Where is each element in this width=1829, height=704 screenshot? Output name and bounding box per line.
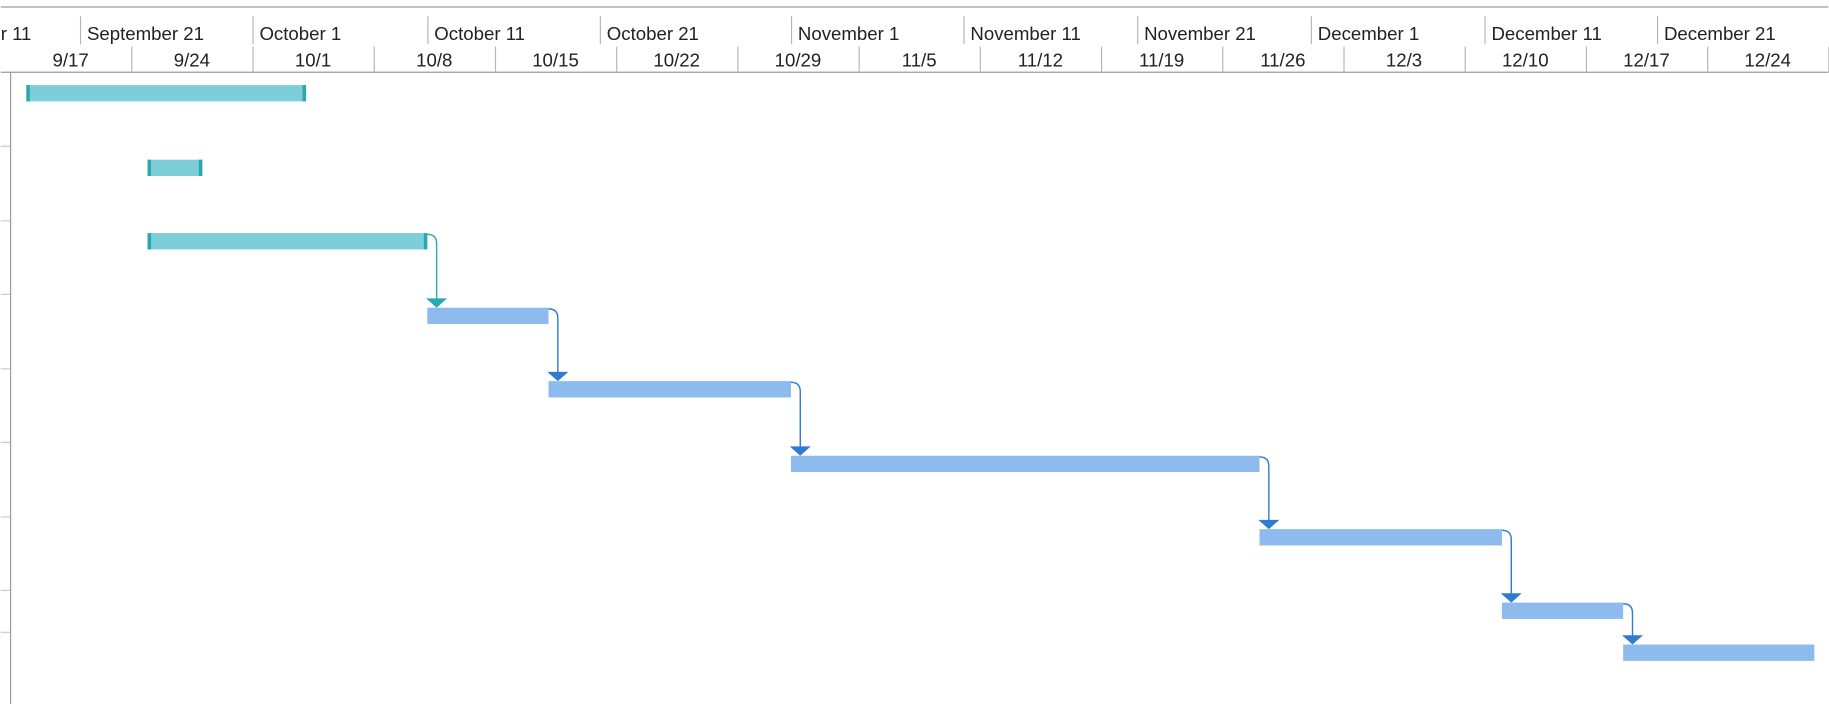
top-tier-label: December 21 (1664, 23, 1776, 44)
top-tier-label: October 21 (607, 23, 699, 44)
top-tier-label: November 11 (970, 23, 1080, 44)
bottom-tier-label: 12/3 (1386, 50, 1422, 71)
bottom-tier-label: 11/5 (902, 50, 937, 71)
bottom-tier-label: 10/29 (775, 50, 822, 71)
bottom-tier-label: 11/19 (1139, 50, 1184, 71)
timescale: r 11 September 21 October 1 October 11 Octob… (0, 6, 1829, 704)
bottom-tier-label: 10/15 (532, 50, 579, 71)
dependency-line (1623, 603, 1634, 638)
task-bar (147, 159, 203, 176)
top-tier-label: September 21 (87, 23, 204, 44)
bar-cap (423, 233, 428, 250)
task-bars (26, 85, 1815, 661)
bottom-tier-label: 12/10 (1502, 50, 1549, 71)
task-bar (548, 381, 791, 398)
top-tier-label: November 1 (798, 23, 899, 44)
bottom-tier-label: 11/12 (1018, 50, 1063, 71)
dependency-arrow (789, 446, 811, 456)
dependency-arrow (1258, 519, 1280, 530)
bar-cap (147, 159, 152, 176)
bar-cap (147, 233, 152, 250)
bar-cap (26, 85, 30, 102)
bottom-tier-label: 12/24 (1744, 50, 1791, 71)
task-bar (26, 85, 307, 102)
row-ticks (0, 145, 11, 633)
bar-cap (198, 159, 203, 176)
task-bar (427, 307, 549, 325)
task-bar (1623, 644, 1815, 661)
bottom-tier-label: 10/8 (416, 50, 452, 71)
top-tier-label: October 11 (434, 23, 525, 44)
dependency-line (790, 381, 801, 449)
bottom-tier-label: 9/24 (174, 50, 210, 71)
dependency-line (1259, 456, 1270, 523)
bottom-tier-label: 11/26 (1260, 50, 1305, 71)
dependency-line (1501, 529, 1512, 596)
bottom-tier-label: 10/22 (653, 50, 700, 71)
top-tier-label: December 11 (1491, 23, 1601, 44)
dependency-line (548, 308, 559, 375)
top-tier-label: December 1 (1318, 23, 1419, 44)
bottom-tier-label: 12/17 (1623, 50, 1670, 71)
top-tier-label: November 21 (1144, 23, 1256, 44)
top-tier-label: r 11 (1, 23, 32, 44)
dependency-arrow (1500, 593, 1522, 603)
bottom-tier-label: 10/1 (295, 50, 331, 71)
task-bar (1259, 529, 1502, 546)
dependency-arrow (547, 371, 569, 382)
task-bar (147, 233, 428, 250)
dependency-arrow (1621, 635, 1643, 645)
dependency-arrow (426, 298, 448, 308)
bottom-tier-label: 9/17 (53, 50, 89, 71)
bar-cap (302, 85, 307, 102)
task-bar (1501, 602, 1624, 619)
dependency-line (427, 233, 438, 301)
task-bar (790, 455, 1260, 473)
top-tier-label: October 1 (259, 23, 341, 44)
